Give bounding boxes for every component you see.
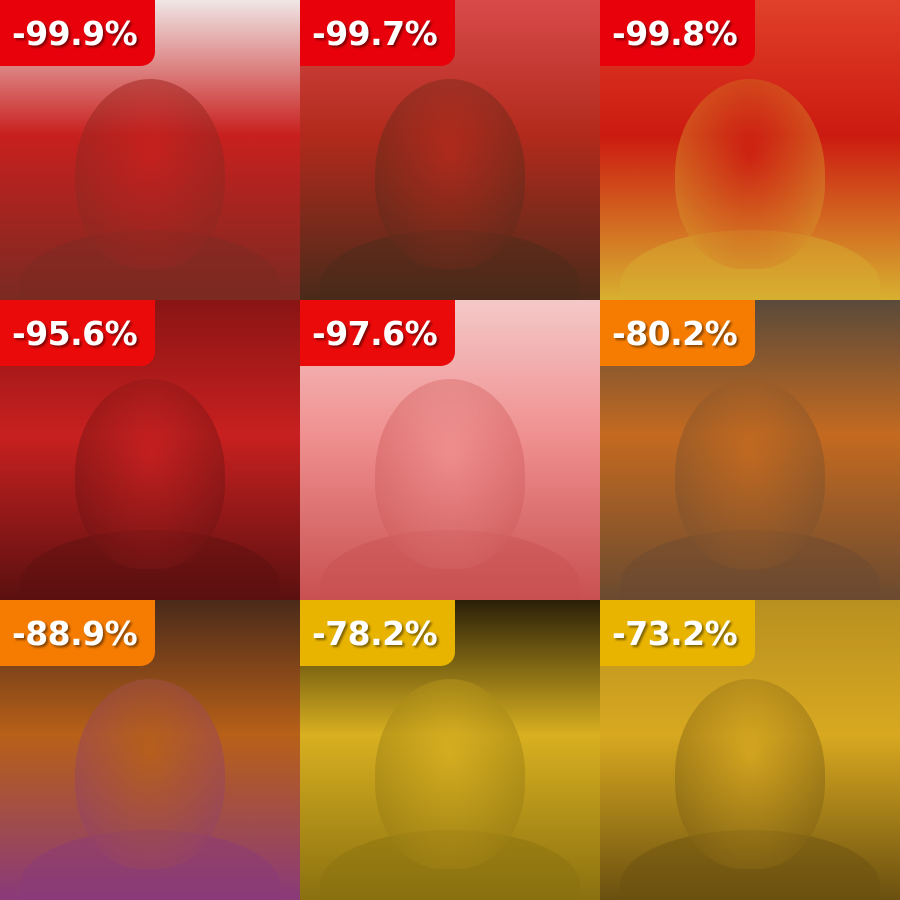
percentage-badge: -73.2% bbox=[600, 600, 756, 666]
photo-tile: -73.2% bbox=[600, 600, 900, 900]
photo-tile: -88.9% bbox=[0, 600, 300, 900]
face-shape bbox=[375, 79, 525, 269]
percentage-badge: -88.9% bbox=[0, 600, 156, 666]
photo-tile: -95.6% bbox=[0, 300, 300, 600]
face-shape bbox=[675, 679, 825, 869]
face-shape bbox=[675, 379, 825, 569]
percentage-badge: -99.7% bbox=[300, 0, 456, 66]
percentage-badge: -97.6% bbox=[300, 300, 456, 366]
percentage-badge: -95.6% bbox=[0, 300, 156, 366]
face-shape bbox=[75, 679, 225, 869]
photo-tile: -80.2% bbox=[600, 300, 900, 600]
percentage-badge: -99.9% bbox=[0, 0, 156, 66]
percentage-badge: -78.2% bbox=[300, 600, 456, 666]
face-shape bbox=[75, 79, 225, 269]
photo-tile: -99.8% bbox=[600, 0, 900, 300]
face-shape bbox=[75, 379, 225, 569]
percentage-badge: -80.2% bbox=[600, 300, 756, 366]
photo-tile: -78.2% bbox=[300, 600, 600, 900]
face-shape bbox=[375, 379, 525, 569]
face-shape bbox=[675, 79, 825, 269]
percentage-badge: -99.8% bbox=[600, 0, 756, 66]
photo-tile: -99.7% bbox=[300, 0, 600, 300]
face-shape bbox=[375, 679, 525, 869]
photo-tile: -99.9% bbox=[0, 0, 300, 300]
photo-tile: -97.6% bbox=[300, 300, 600, 600]
